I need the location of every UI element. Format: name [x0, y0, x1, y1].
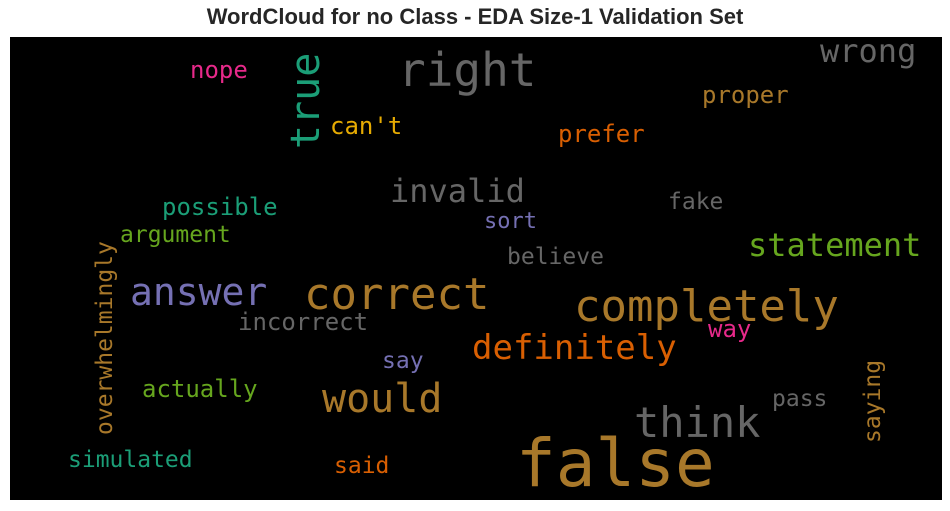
word-proper: proper [702, 81, 789, 109]
word-definitely: definitely [472, 328, 677, 368]
word-way: way [708, 315, 752, 343]
word-right: right [398, 43, 537, 97]
word-saying: saying [860, 359, 886, 443]
word-fake: fake [668, 189, 724, 215]
word-overwhelmingly: overwhelmingly [92, 241, 118, 435]
word-statement: statement [748, 226, 922, 264]
word-nope: nope [190, 56, 248, 84]
word-prefer: prefer [558, 120, 645, 148]
word-cant: can't [330, 112, 403, 140]
chart-title: WordCloud for no Class - EDA Size-1 Vali… [206, 4, 744, 29]
word-said: said [334, 453, 390, 479]
word-actually: actually [142, 375, 258, 403]
word-invalid: invalid [390, 172, 525, 210]
word-false: false [516, 425, 715, 500]
word-simulated: simulated [68, 447, 193, 473]
word-true: true [283, 52, 329, 149]
word-argument: argument [120, 222, 231, 248]
word-think: think [634, 398, 761, 447]
word-wrong: wrong [820, 37, 917, 70]
word-cloud-canvas: false right completely correct answer th… [10, 37, 942, 500]
word-completely: completely [574, 281, 839, 332]
word-sort: sort [484, 209, 537, 234]
word-pass: pass [772, 386, 828, 412]
word-correct: correct [304, 269, 490, 320]
word-possible: possible [162, 193, 278, 221]
word-believe: believe [507, 244, 604, 270]
word-would: would [322, 376, 443, 422]
word-answer: answer [130, 270, 268, 314]
word-say: say [382, 348, 424, 374]
word-incorrect: incorrect [238, 308, 369, 336]
